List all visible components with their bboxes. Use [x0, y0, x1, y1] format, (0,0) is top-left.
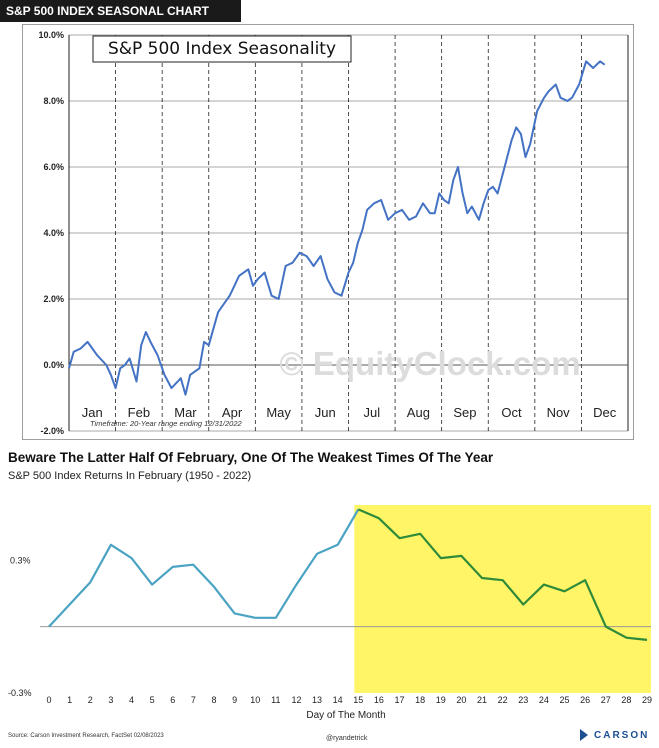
x-tick-label: 0: [46, 695, 51, 705]
y-tick-label: 6.0%: [43, 162, 64, 172]
x-tick-label: 26: [580, 695, 590, 705]
y-tick-label: 8.0%: [43, 96, 64, 106]
x-tick-label: 4: [129, 695, 134, 705]
x-axis-label: Day of The Month: [306, 710, 385, 721]
x-tick-label: 12: [291, 695, 301, 705]
y-tick-label: 10.0%: [38, 30, 64, 40]
carson-logo-icon: [580, 729, 588, 741]
month-label: Mar: [174, 405, 197, 420]
x-tick-label: 10: [250, 695, 260, 705]
x-tick-label: 7: [191, 695, 196, 705]
y-tick-label: -2.0%: [40, 426, 64, 436]
y-tick-label: -0.3%: [8, 688, 32, 698]
month-label: Jan: [82, 405, 103, 420]
x-tick-label: 9: [232, 695, 237, 705]
x-tick-label: 5: [150, 695, 155, 705]
timeframe-note: Timeframe: 20-Year range ending 12/31/20…: [90, 419, 243, 428]
source-note: Source: Carson Investment Research, Fact…: [8, 733, 164, 739]
chart-header-bar: S&P 500 INDEX SEASONAL CHART: [0, 0, 241, 22]
month-label: May: [266, 405, 291, 420]
x-tick-label: 1: [67, 695, 72, 705]
month-label: Sep: [453, 405, 476, 420]
carson-logo: CARSON: [580, 726, 649, 744]
february-chart-subtitle: S&P 500 Index Returns In February (1950 …: [8, 470, 252, 482]
x-tick-label: 22: [498, 695, 508, 705]
month-label: Jul: [363, 405, 380, 420]
y-tick-label: 0.0%: [43, 360, 64, 370]
x-tick-label: 6: [170, 695, 175, 705]
x-tick-label: 13: [312, 695, 322, 705]
x-tick-label: 27: [601, 695, 611, 705]
seasonality-line: [68, 60, 606, 396]
y-tick-label: 4.0%: [43, 228, 64, 238]
x-tick-label: 14: [333, 695, 343, 705]
month-label: Nov: [547, 405, 571, 420]
x-tick-label: 29: [642, 695, 652, 705]
twitter-handle: @ryandetrick: [326, 735, 368, 742]
seasonality-chart-frame: [22, 24, 634, 440]
month-label: Feb: [128, 405, 150, 420]
x-tick-label: 8: [211, 695, 216, 705]
month-label: Aug: [407, 405, 430, 420]
x-tick-label: 28: [621, 695, 631, 705]
month-label: Dec: [593, 405, 617, 420]
x-tick-label: 3: [108, 695, 113, 705]
x-tick-label: 19: [436, 695, 446, 705]
x-tick-label: 20: [456, 695, 466, 705]
title-box: [92, 35, 352, 63]
returns-line-first-half: [48, 508, 360, 628]
x-tick-label: 23: [518, 695, 528, 705]
x-tick-label: 17: [395, 695, 405, 705]
returns-line-second-half: [357, 508, 648, 641]
x-tick-label: 24: [539, 695, 549, 705]
x-tick-label: 21: [477, 695, 487, 705]
highlight-region: [354, 505, 651, 693]
y-tick-label: 2.0%: [43, 294, 64, 304]
month-label: Oct: [501, 405, 522, 420]
x-tick-label: 11: [271, 695, 280, 705]
x-tick-label: 2: [88, 695, 93, 705]
month-label: Apr: [222, 405, 243, 420]
month-label: Jun: [315, 405, 336, 420]
carson-logo-text: CARSON: [594, 729, 650, 741]
x-tick-label: 25: [560, 695, 570, 705]
y-tick-label: 0.3%: [10, 555, 31, 565]
x-tick-label: 16: [374, 695, 384, 705]
watermark: © EquityClock.com: [279, 345, 580, 382]
chart-title: S&P 500 Index Seasonality: [108, 39, 336, 59]
x-tick-label: 15: [353, 695, 363, 705]
february-chart-title: Beware The Latter Half Of February, One …: [8, 450, 494, 465]
x-tick-label: 18: [415, 695, 425, 705]
